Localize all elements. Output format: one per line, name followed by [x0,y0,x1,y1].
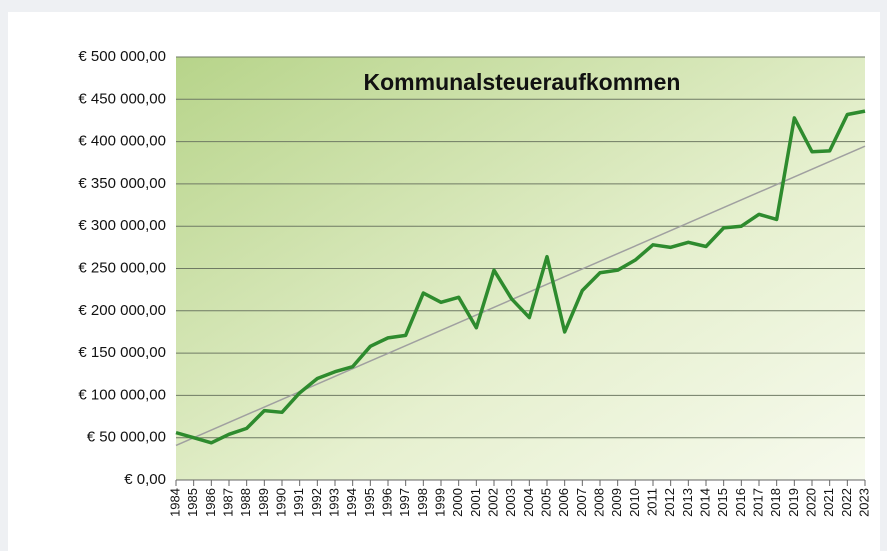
x-tick-label: 1992 [309,488,324,517]
x-tick-label: 1991 [291,488,306,517]
x-tick-label: 2004 [521,488,536,517]
y-tick-label: € 200 000,00 [78,302,166,319]
x-tick-label: 1989 [256,488,271,517]
x-tick-label: 1996 [379,488,394,517]
x-tick-label: 2011 [644,488,659,516]
y-tick-label: € 350 000,00 [78,175,166,192]
x-tick-label: 2017 [750,488,765,517]
x-tick-label: 1993 [326,488,341,517]
y-tick-label: € 100 000,00 [78,386,166,403]
x-tick-label: 2022 [839,488,854,517]
x-tick-label: 1984 [167,488,182,517]
x-tick-label: 2003 [503,488,518,517]
x-tick-label: 1986 [203,488,218,517]
y-tick-label: € 450 000,00 [78,90,166,107]
trend-line [175,145,866,447]
y-tick-label: € 500 000,00 [78,48,166,65]
x-tick-label: 2008 [591,488,606,517]
x-tick-label: 2013 [680,488,695,517]
x-tick-label: 2005 [538,488,553,517]
x-tick-label: 1990 [273,488,288,517]
y-tick-label: € 150 000,00 [78,344,166,361]
x-tick-label: 2000 [450,488,465,517]
chart-title: Kommunalsteueraufkommen [364,69,681,95]
x-tick-label: 2002 [485,488,500,517]
x-tick-label: 2018 [768,488,783,517]
x-tick-label: 1999 [432,488,447,517]
x-tick-label: 2023 [856,488,871,517]
x-tick-label: 2007 [574,488,589,517]
x-tick-label: 2009 [609,488,624,517]
y-tick-label: € 400 000,00 [78,133,166,150]
x-tick-label: 2020 [803,488,818,517]
x-tick-label: 2010 [627,488,642,517]
x-tick-label: 2016 [733,488,748,517]
x-tick-label: 2014 [697,488,712,517]
x-tick-label: 2021 [821,488,836,517]
data-line [175,109,866,445]
x-tick-label: 1987 [220,488,235,517]
x-tick-label: 2006 [556,488,571,517]
x-tick-label: 1997 [397,488,412,517]
y-tick-label: € 50 000,00 [87,429,166,446]
x-tick-label: 2015 [715,488,730,517]
x-tick-label: 1994 [344,488,359,517]
y-tick-label: € 250 000,00 [78,259,166,276]
x-tick-label: 2019 [786,488,801,517]
x-tick-label: 2001 [468,488,483,517]
x-tick-label: 1998 [415,488,430,517]
y-tick-label: € 300 000,00 [78,217,166,234]
x-tick-label: 2012 [662,488,677,517]
x-tick-label: 1995 [362,488,377,517]
x-tick-label: 1985 [185,488,200,517]
x-tick-label: 1988 [238,488,253,517]
y-tick-label: € 0,00 [124,471,166,488]
